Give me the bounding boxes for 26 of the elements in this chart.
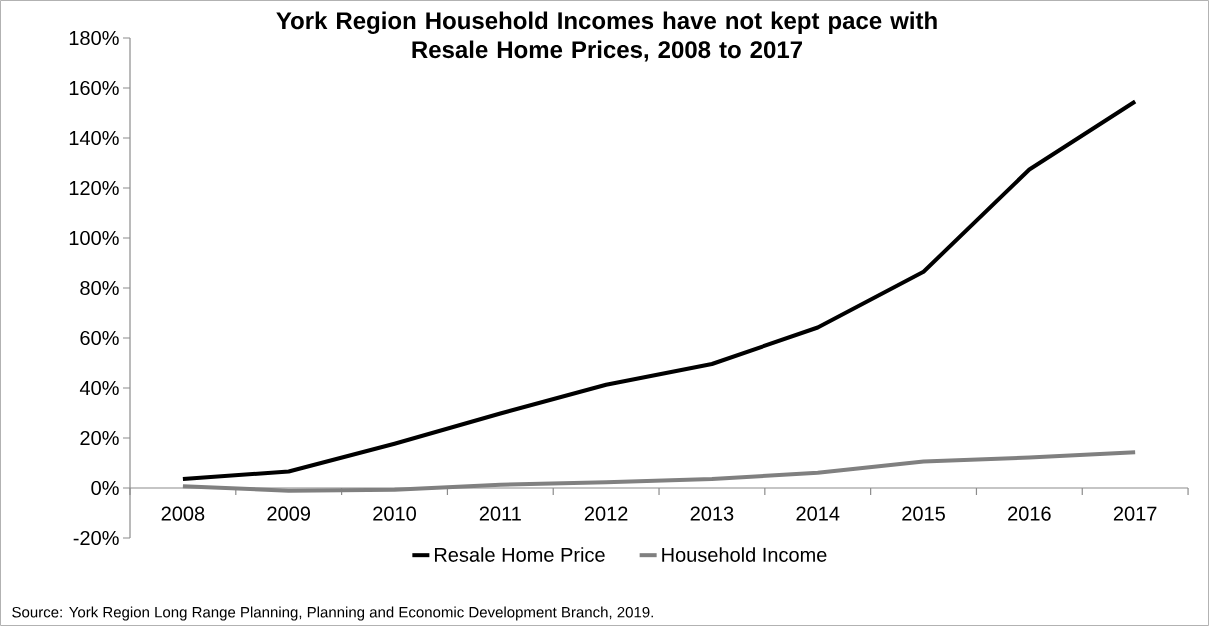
legend-label: Resale Home Price bbox=[435, 547, 605, 562]
x-tick-label: 2012 bbox=[584, 506, 628, 521]
x-tick-label: 2011 bbox=[479, 506, 521, 521]
y-tick-label: 100% bbox=[69, 230, 119, 246]
y-tick-label: 20% bbox=[80, 430, 119, 446]
y-tick-label: 180% bbox=[69, 30, 119, 46]
y-tick-label: 80% bbox=[80, 280, 119, 296]
line-series bbox=[180, 99, 1138, 481]
x-tick-label: 2008 bbox=[161, 506, 205, 521]
source-note: Source: York Region Long Range Planning, Planning and Economic Development Branch, 2019. bbox=[12, 606, 653, 621]
x-tick-label: 2016 bbox=[1008, 506, 1051, 521]
x-tick-label: 2014 bbox=[796, 506, 840, 521]
chart-title: York Region Household Incomes have not kept pace with Resale Home Prices, 2008 to 2017 bbox=[276, 11, 937, 62]
y-tick-label: 0% bbox=[91, 480, 119, 496]
x-tick-label: 2017 bbox=[1113, 506, 1157, 521]
y-tick-label: 140% bbox=[69, 130, 119, 146]
x-tick-label: 2013 bbox=[690, 506, 734, 521]
x-tick-label: 2015 bbox=[902, 506, 945, 521]
y-tick-label: 60% bbox=[80, 330, 119, 346]
x-tick-label: 2009 bbox=[267, 506, 310, 521]
y-tick-label: 160% bbox=[69, 80, 119, 96]
x-tick-label: 2010 bbox=[373, 506, 416, 521]
legend-label: Household Income bbox=[662, 547, 827, 562]
y-tick-label: 120% bbox=[69, 180, 119, 196]
y-tick-label: 40% bbox=[79, 380, 119, 396]
y-tick-label: -20% bbox=[73, 530, 119, 546]
